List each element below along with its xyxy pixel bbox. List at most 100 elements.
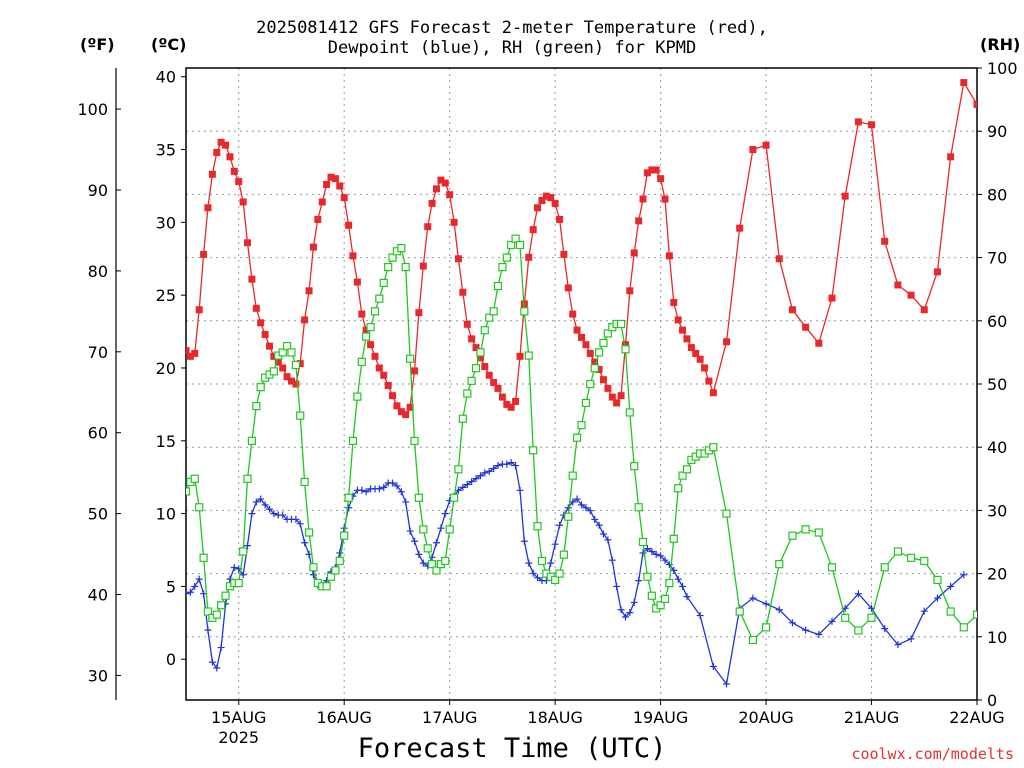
temperature-point xyxy=(657,175,665,183)
rh-tick-label: 0 xyxy=(987,691,997,710)
temperature-point xyxy=(736,224,744,232)
temperature-point xyxy=(208,170,216,178)
rh-point xyxy=(449,493,459,502)
temperature-point xyxy=(621,341,629,349)
rh-point xyxy=(678,471,687,480)
rh-point xyxy=(203,607,213,616)
rh-point xyxy=(199,553,208,562)
celsius-unit-label: (ºC) xyxy=(151,35,187,54)
rh-point xyxy=(498,262,507,272)
temperature-point xyxy=(788,306,796,314)
series-layer xyxy=(186,79,977,688)
dewpoint-point xyxy=(520,537,528,545)
axes: 0510152025303540304050607080901000102030… xyxy=(77,59,1017,747)
temperature-point xyxy=(287,377,295,385)
temperature-point xyxy=(542,192,550,200)
series-line xyxy=(186,461,965,686)
temperature-point xyxy=(516,352,524,360)
rh-point xyxy=(419,525,428,534)
rh-point xyxy=(234,578,243,588)
temperature-point xyxy=(235,178,243,186)
dewpoint-point xyxy=(723,680,731,688)
dewpoint-point xyxy=(679,582,687,590)
temperature-point xyxy=(468,335,476,343)
rh-point xyxy=(296,411,305,420)
temperature-point xyxy=(380,371,388,379)
temperature-point xyxy=(327,173,335,181)
dewpoint-point xyxy=(802,626,810,634)
dewpoint-point xyxy=(463,480,471,488)
temperature-point xyxy=(384,381,392,389)
dewpoint-point xyxy=(512,462,520,470)
temperature-point xyxy=(305,287,313,295)
celsius-tick-label: 25 xyxy=(156,286,176,305)
dewpoint-point xyxy=(415,550,423,558)
dewpoint-point xyxy=(630,598,638,606)
dewpoint-point xyxy=(186,588,194,596)
dewpoint-point xyxy=(643,545,651,553)
x-tick-label: 20AUG xyxy=(738,708,793,727)
temperature-point xyxy=(459,288,467,296)
rh-point xyxy=(362,332,371,341)
rh-point xyxy=(247,436,257,445)
rh-point xyxy=(867,613,876,622)
rh-point xyxy=(735,607,744,616)
dewpoint-point xyxy=(472,475,480,483)
chart-title-line-2: Dewpoint (blue), RH (green) for KPMD xyxy=(327,38,697,58)
temperature-point xyxy=(415,309,423,317)
dewpoint-point xyxy=(639,549,647,557)
dewpoint-point xyxy=(494,462,502,470)
dewpoint-point xyxy=(907,635,915,643)
rh-point xyxy=(269,367,278,376)
rh-point xyxy=(533,522,542,531)
temperature-point xyxy=(547,194,555,202)
temperature-point xyxy=(854,118,862,126)
series-line xyxy=(186,80,977,416)
rh-point xyxy=(375,294,384,303)
rh-point xyxy=(401,262,410,272)
fahrenheit-tick-label: 60 xyxy=(88,424,108,443)
rh-point xyxy=(643,572,652,581)
temperature-point xyxy=(389,392,397,400)
rh-point xyxy=(709,443,718,452)
dewpoint-point xyxy=(441,510,449,518)
rh-point xyxy=(854,626,863,635)
rh-point xyxy=(603,329,612,338)
rh-point xyxy=(467,376,476,385)
rh-point xyxy=(326,572,336,581)
x-axis-label: Forecast Time (UTC) xyxy=(357,733,667,764)
dewpoint-point xyxy=(270,510,278,518)
dewpoint-point xyxy=(406,527,414,535)
temperature-point xyxy=(894,281,902,289)
dewpoint-point xyxy=(393,482,401,490)
temperature-point xyxy=(670,298,678,306)
rh-point xyxy=(841,613,850,622)
temperature-point xyxy=(266,342,274,350)
dewpoint-point xyxy=(525,559,533,567)
fahrenheit-tick-label: 40 xyxy=(88,586,108,605)
temperature-point xyxy=(604,384,612,392)
temperature-point xyxy=(446,191,454,199)
temperature-point xyxy=(490,379,498,387)
temperature-point xyxy=(608,393,616,401)
dewpoint-point xyxy=(296,520,304,528)
temperature-point xyxy=(274,358,282,366)
temperature-point xyxy=(406,403,414,411)
temperature-point xyxy=(314,215,322,223)
rh-point xyxy=(788,531,797,540)
fahrenheit-tick-label: 80 xyxy=(88,262,108,281)
rh-tick-label: 20 xyxy=(987,565,1007,584)
dewpoint-point xyxy=(345,504,353,512)
temperature-point xyxy=(569,310,577,318)
dewpoint-point xyxy=(762,600,770,608)
dewpoint-point xyxy=(582,504,590,512)
rh-point xyxy=(300,477,309,487)
temperature-point xyxy=(687,344,695,352)
temperature-point xyxy=(402,411,410,419)
rh-unit-label: (RH) xyxy=(980,35,1021,54)
temperature-point xyxy=(476,354,484,362)
fahrenheit-tick-label: 30 xyxy=(88,666,108,685)
temperature-point xyxy=(538,197,546,205)
temperature-point xyxy=(345,221,353,229)
